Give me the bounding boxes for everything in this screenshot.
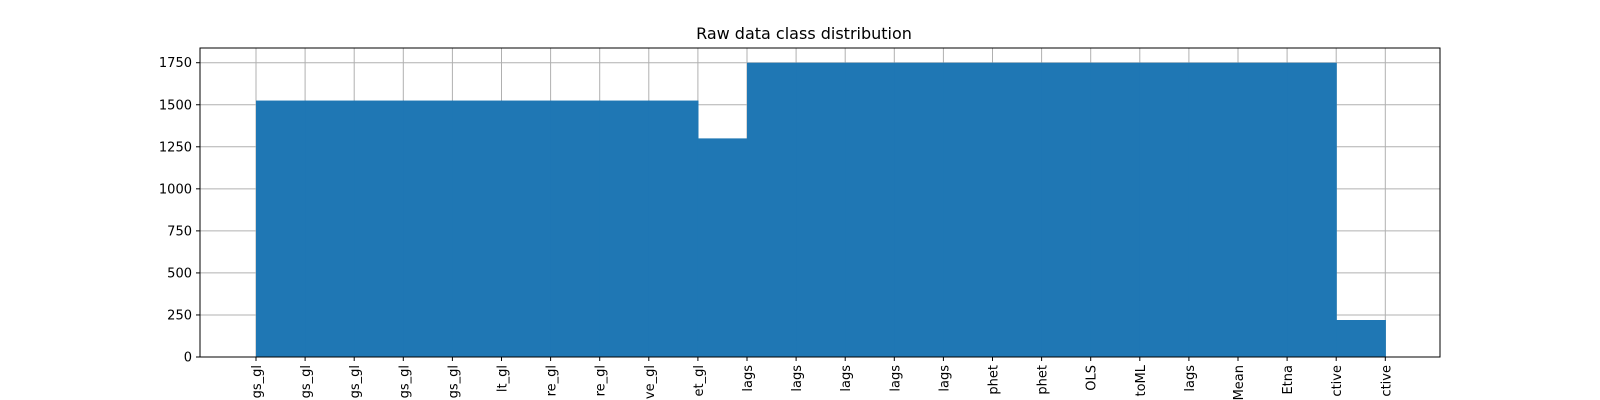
bar [256,100,306,357]
x-tick-label: Mean [1232,365,1247,400]
bar [403,100,453,357]
bar [1238,62,1288,357]
x-tick-label: lags [790,365,805,392]
plot-frame [199,47,1441,358]
bar [305,100,355,357]
bars-layer [256,62,1386,357]
x-tick-label: gs_gl [446,365,461,398]
y-tick-label: 0 [184,351,192,366]
x-tick-label: lags [888,365,903,392]
x-tick-label: ctive [1330,365,1345,397]
y-tick-label: 750 [167,224,192,239]
bar [992,62,1043,357]
x-tick-label: re_gl [545,365,560,396]
bar [747,62,797,357]
y-tick-label: 250 [167,308,192,323]
bar [1090,62,1141,357]
bar [550,100,601,357]
bar [1041,62,1092,357]
x-tick-label: gs_gl [397,365,412,398]
y-tick-label: 1500 [159,98,192,113]
y-tick-label: 1000 [159,182,192,197]
y-tick-label: 1750 [159,56,192,71]
bar [1336,320,1386,357]
x-tick-label: lags [937,365,952,392]
bar [943,62,994,357]
bar [845,62,895,357]
bar [452,100,503,357]
bar [599,100,650,357]
chart-title: Raw data class distribution [696,24,912,43]
x-tick-label: phet [1036,365,1051,395]
bar [501,100,552,357]
bar [648,100,699,357]
x-tick-label: ve_gl [643,365,658,399]
x-tick-label: gs_gl [348,365,363,398]
x-tick-label: OLS [1085,365,1100,391]
x-tick-label: lags [741,365,756,392]
x-tick-label: lags [1183,365,1198,392]
bar [1287,62,1337,357]
bar [1188,62,1239,357]
x-tick-label: et_gl [692,365,707,396]
x-axis: gs_gl gs_gl gs_gl gs_gl gs_gl lt_gl re_gl re_gl… [250,357,1394,400]
x-tick-label: Etna [1281,365,1296,395]
x-tick-label: re_gl [594,365,609,396]
x-tick-label: lags [839,365,854,392]
x-tick-label: toML [1134,364,1149,396]
y-tick-label: 1250 [159,140,192,155]
bar [796,62,846,357]
x-tick-label: gs_gl [299,365,314,398]
bar [697,138,748,357]
x-tick-label: lt_gl [496,365,511,392]
bar [894,62,944,357]
x-tick-label: gs_gl [250,365,265,398]
x-tick-label: phet [987,365,1002,395]
bar [354,100,404,357]
x-tick-label: ctive [1379,365,1394,397]
y-axis: 0 250 500 750 1000 1250 1500 1750 [159,56,200,366]
bar [1139,62,1190,357]
y-tick-label: 500 [167,266,192,281]
